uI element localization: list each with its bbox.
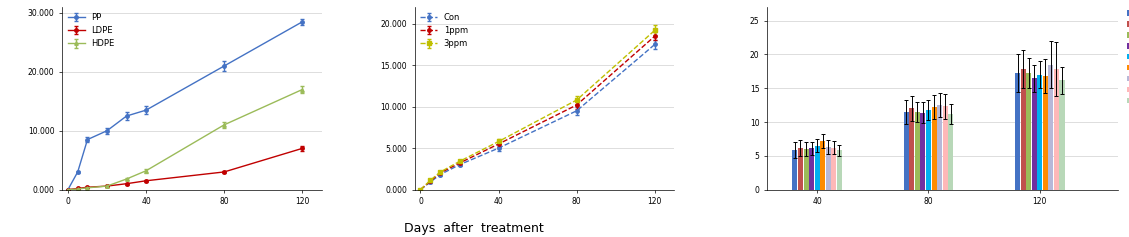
Bar <box>914 112 920 190</box>
Bar <box>903 112 909 190</box>
Bar <box>798 148 803 190</box>
Text: Days  after  treatment: Days after treatment <box>404 222 544 235</box>
Bar <box>1026 73 1031 190</box>
Bar <box>1059 80 1065 190</box>
Bar <box>804 149 808 190</box>
Bar <box>831 148 837 190</box>
Bar <box>815 146 820 190</box>
Legend: Con, 1ppm, 3ppm: Con, 1ppm, 3ppm <box>419 11 470 50</box>
Legend: PP, LDPE, HDPE: PP, LDPE, HDPE <box>67 11 116 50</box>
Bar <box>809 148 814 190</box>
Bar <box>948 114 953 190</box>
Legend: Con-5d, Con-10d, Con-20d, 1ppm-5d, 1ppm-10d, 1ppm-20d, 3ppm-5d, 3ppm-10d, 3ppm-2: Con-5d, Con-10d, Con-20d, 1ppm-5d, 1ppm-… <box>1124 7 1129 107</box>
Bar <box>937 105 943 190</box>
Bar <box>926 110 931 190</box>
Bar <box>793 150 797 190</box>
Bar <box>920 113 926 190</box>
Bar <box>820 141 825 190</box>
Bar <box>1049 64 1053 190</box>
Bar <box>825 147 831 190</box>
Bar <box>1015 73 1021 190</box>
Bar <box>1054 69 1059 190</box>
Bar <box>943 106 947 190</box>
Bar <box>1043 76 1048 190</box>
Bar <box>1032 78 1036 190</box>
Bar <box>1038 75 1042 190</box>
Bar <box>837 150 842 190</box>
Bar <box>931 107 937 190</box>
Bar <box>909 109 914 190</box>
Bar <box>1021 69 1025 190</box>
